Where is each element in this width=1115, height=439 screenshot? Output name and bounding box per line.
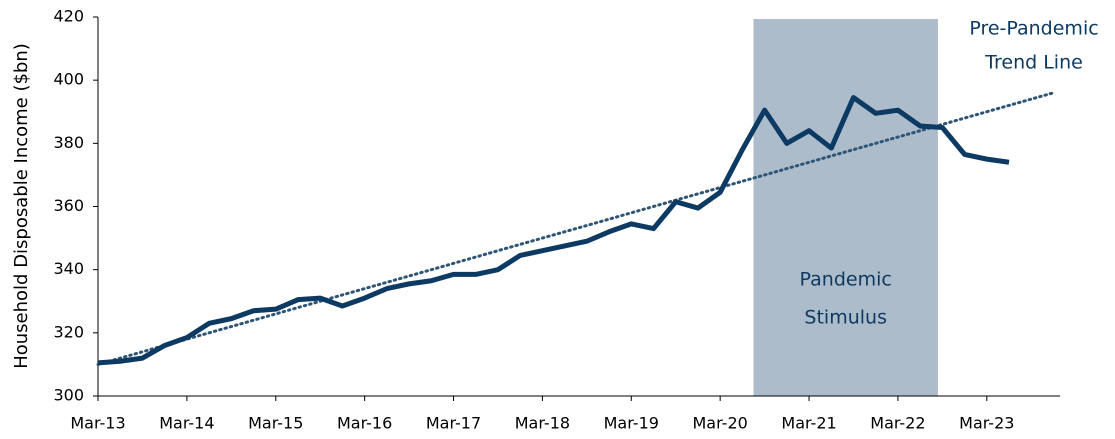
x-tick-label: Mar-15 [248, 414, 303, 433]
x-tick-label: Mar-13 [70, 414, 125, 433]
highlight-label: Stimulus [804, 307, 887, 329]
x-tick-label: Mar-14 [159, 414, 214, 433]
x-tick-label: Mar-16 [337, 414, 392, 433]
data-line [97, 95, 1010, 366]
y-tick-label: 420 [53, 7, 84, 26]
y-tick-label: 340 [53, 259, 84, 278]
trend-label: Trend Line [984, 52, 1083, 74]
x-tick-label: Mar-20 [693, 414, 748, 433]
y-tick-label: 360 [53, 196, 84, 215]
trend-line [96, 91, 1055, 366]
trend-label: Pre-Pandemic [969, 18, 1098, 40]
y-tick-label: 380 [53, 133, 84, 152]
x-tick-label: Mar-18 [515, 414, 570, 433]
y-tick-label: 320 [53, 322, 84, 341]
x-tick-label: Mar-17 [426, 414, 481, 433]
highlight-label: Pandemic [800, 269, 892, 291]
x-tick-label: Mar-21 [781, 414, 836, 433]
y-tick-label: 400 [53, 70, 84, 89]
y-axis-label: Household Disposable Income ($bn) [11, 43, 32, 369]
x-tick-label: Mar-22 [870, 414, 925, 433]
highlight-band [753, 19, 938, 396]
x-tick-label: Mar-23 [959, 414, 1014, 433]
x-tick-label: Mar-19 [604, 414, 659, 433]
y-tick-label: 300 [53, 386, 84, 405]
